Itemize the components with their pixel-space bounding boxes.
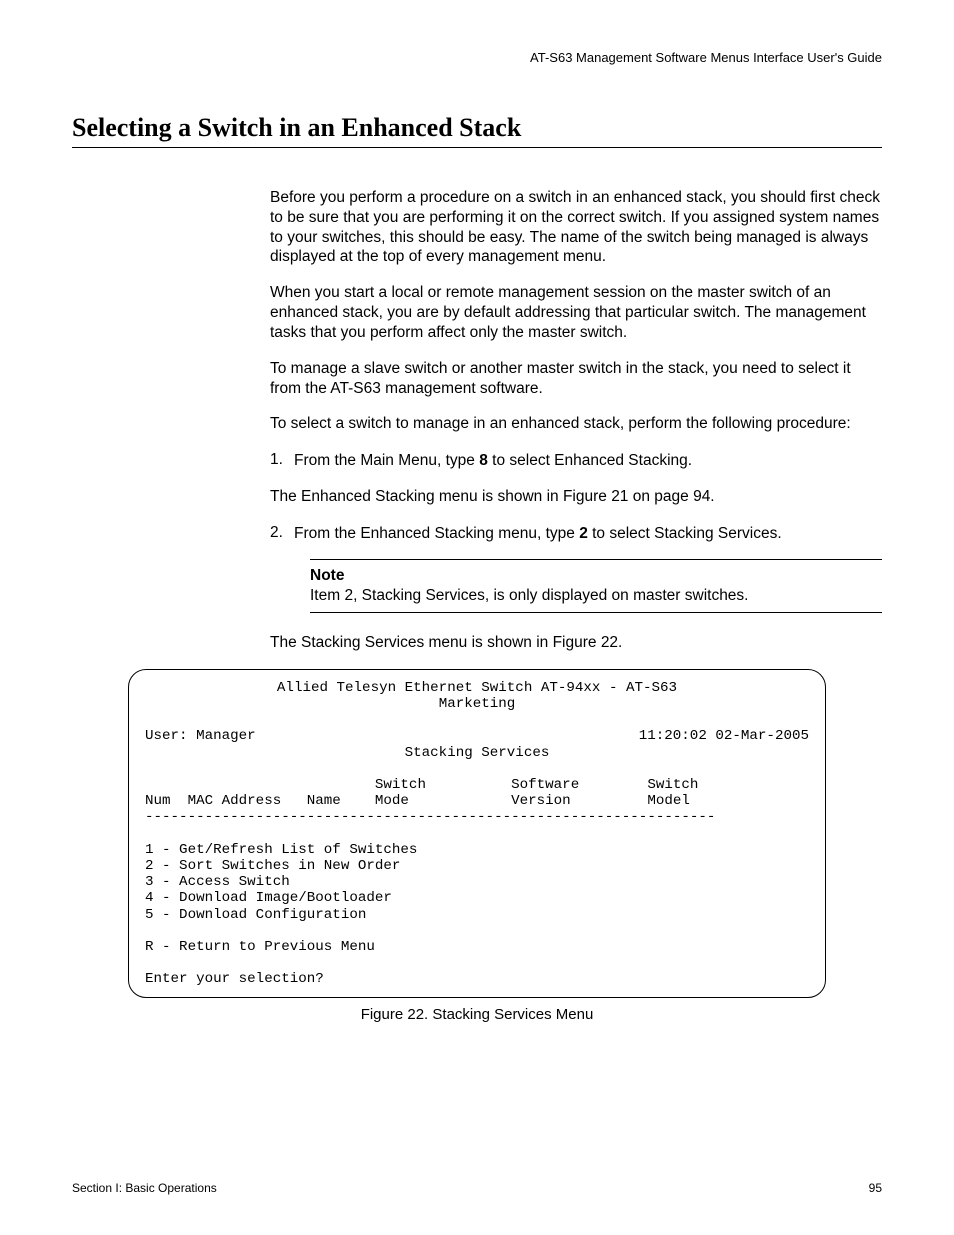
step-2: 2. From the Enhanced Stacking menu, type… bbox=[270, 523, 882, 544]
paragraph: When you start a local or remote managem… bbox=[270, 283, 882, 342]
terminal-user: User: Manager bbox=[145, 728, 256, 744]
body-column: Before you perform a procedure on a swit… bbox=[270, 188, 882, 653]
terminal-cols: Num MAC Address Name Mode Version Model bbox=[145, 793, 690, 809]
terminal-user-row: User: Manager 11:20:02 02-Mar-2005 bbox=[145, 728, 809, 744]
step-body: From the Main Menu, type 8 to select Enh… bbox=[294, 451, 882, 471]
footer-page-number: 95 bbox=[869, 1181, 882, 1195]
paragraph: To select a switch to manage in an enhan… bbox=[270, 414, 882, 434]
step-text: to select Enhanced Stacking. bbox=[488, 452, 692, 469]
step-text: to select Stacking Services. bbox=[588, 525, 782, 542]
terminal-screen: Allied Telesyn Ethernet Switch AT-94xx -… bbox=[128, 669, 826, 999]
note-box: Note Item 2, Stacking Services, is only … bbox=[310, 559, 882, 613]
figure-caption: Figure 22. Stacking Services Menu bbox=[184, 1006, 770, 1023]
terminal-cols: Switch Software Switch bbox=[145, 777, 698, 793]
terminal-subtitle: Marketing bbox=[145, 696, 809, 712]
step-follow: The Enhanced Stacking menu is shown in F… bbox=[270, 487, 882, 507]
terminal-option: R - Return to Previous Menu bbox=[145, 939, 375, 955]
step-1: 1. From the Main Menu, type 8 to select … bbox=[270, 450, 882, 471]
running-header: AT-S63 Management Software Menus Interfa… bbox=[72, 50, 882, 65]
terminal-prompt: Enter your selection? bbox=[145, 971, 324, 987]
terminal-option: 3 - Access Switch bbox=[145, 874, 290, 890]
paragraph: To manage a slave switch or another mast… bbox=[270, 359, 882, 399]
terminal-option: 2 - Sort Switches in New Order bbox=[145, 858, 400, 874]
note-label: Note bbox=[310, 566, 882, 586]
step-text: From the Enhanced Stacking menu, type bbox=[294, 525, 579, 542]
paragraph: Before you perform a procedure on a swit… bbox=[270, 188, 882, 267]
step-body: From the Enhanced Stacking menu, type 2 … bbox=[294, 524, 882, 544]
terminal-timestamp: 11:20:02 02-Mar-2005 bbox=[639, 728, 809, 744]
footer-section: Section I: Basic Operations bbox=[72, 1181, 217, 1195]
terminal-option: 5 - Download Configuration bbox=[145, 907, 366, 923]
terminal-option: 4 - Download Image/Bootloader bbox=[145, 890, 392, 906]
page: AT-S63 Management Software Menus Interfa… bbox=[0, 0, 954, 1235]
paragraph: The Stacking Services menu is shown in F… bbox=[270, 633, 882, 653]
terminal-figure: Allied Telesyn Ethernet Switch AT-94xx -… bbox=[128, 669, 826, 1024]
step-number: 1. bbox=[270, 450, 294, 470]
note-text: Item 2, Stacking Services, is only displ… bbox=[310, 586, 882, 606]
step-text: From the Main Menu, type bbox=[294, 452, 479, 469]
section-heading: Selecting a Switch in an Enhanced Stack bbox=[72, 113, 882, 148]
page-footer: Section I: Basic Operations 95 bbox=[72, 1181, 882, 1195]
terminal-option: 1 - Get/Refresh List of Switches bbox=[145, 842, 417, 858]
step-bold: 2 bbox=[579, 525, 588, 542]
step-bold: 8 bbox=[479, 452, 488, 469]
step-number: 2. bbox=[270, 523, 294, 543]
terminal-title: Allied Telesyn Ethernet Switch AT-94xx -… bbox=[145, 680, 809, 696]
terminal-divider: ----------------------------------------… bbox=[145, 809, 715, 825]
terminal-menu-title: Stacking Services bbox=[145, 745, 809, 761]
